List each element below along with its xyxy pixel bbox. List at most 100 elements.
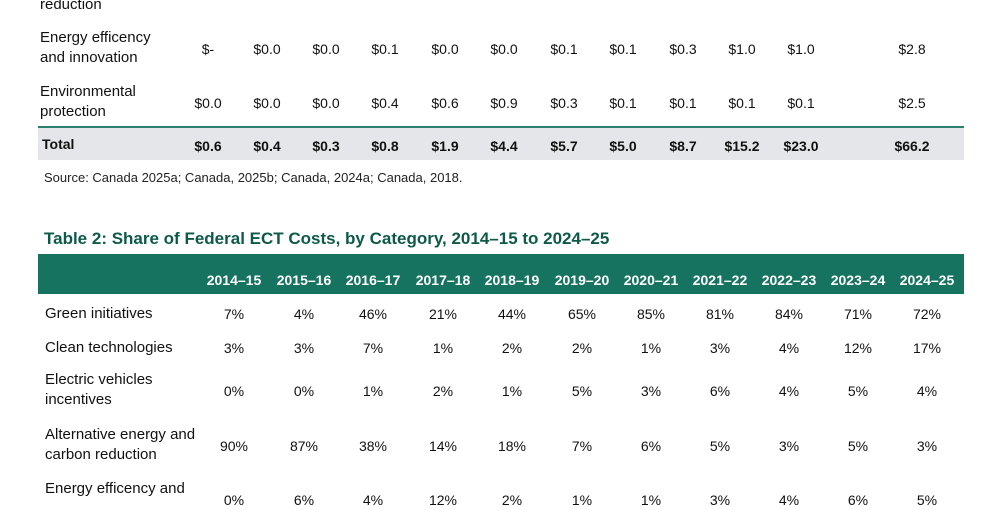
cell-value: 3%	[293, 340, 315, 356]
row-label: Energy efficency and innovation	[40, 29, 151, 66]
table2-title: Table 2: Share of Federal ECT Costs, by …	[44, 229, 610, 248]
cell-value: 1%	[432, 340, 454, 356]
cell-value: 6%	[293, 492, 315, 508]
total-cell-value: $5.7	[550, 138, 578, 154]
cell-value: 0%	[293, 383, 315, 399]
cell-value: $0.3	[550, 95, 578, 111]
cell-value: 17%	[912, 340, 942, 356]
cell-value: $0.1	[609, 95, 637, 111]
cell-value: 90%	[219, 438, 249, 454]
cell-value: 85%	[636, 306, 666, 322]
cell-value: 87%	[289, 438, 319, 454]
cell-value: 5%	[709, 438, 731, 454]
column-header: 2017–18	[415, 272, 471, 288]
cell-value: 3%	[640, 383, 662, 399]
cell-value: $0.0	[490, 41, 518, 57]
total-label: Total	[42, 136, 75, 152]
cell-value: 4%	[778, 492, 800, 508]
column-header: 2015–16	[276, 272, 332, 288]
source-note: Source: Canada 2025a; Canada, 2025b; Can…	[44, 170, 463, 185]
cell-value: 65%	[567, 306, 597, 322]
cell-value: 4%	[293, 306, 315, 322]
cell-value: 3%	[709, 340, 731, 356]
grand-total: $66.2	[894, 138, 930, 154]
total-cell-value: $15.2	[724, 138, 760, 154]
cell-value: 72%	[912, 306, 942, 322]
cell-value: $0.4	[371, 95, 399, 111]
total-cell-value: $0.3	[312, 138, 340, 154]
cell-value: 44%	[497, 306, 527, 322]
column-header: 2022–23	[761, 272, 817, 288]
cell-value: 12%	[843, 340, 873, 356]
total-cell-value: $5.0	[609, 138, 637, 154]
cell-value: 1%	[571, 492, 593, 508]
cell-value: 3%	[709, 492, 731, 508]
cell-value: $0.0	[253, 95, 281, 111]
cell-value: 0%	[223, 383, 245, 399]
cell-value: 81%	[705, 306, 735, 322]
cell-value: $0.0	[312, 95, 340, 111]
row-label: Energy efficency and	[45, 480, 185, 497]
cell-value: 4%	[778, 340, 800, 356]
total-cell-value: $0.4	[253, 138, 281, 154]
cell-value: $0.1	[787, 95, 815, 111]
column-header: 2021–22	[692, 272, 748, 288]
table1-total-row: Total $0.6 $0.4 $0.3 $0.8 $1.9 $4.4 $5.7 $5.0 $8…	[38, 126, 964, 160]
cell-value: 5%	[847, 438, 869, 454]
cell-value: 14%	[428, 438, 458, 454]
cell-value: 4%	[916, 383, 938, 399]
row-label: Alternative energy and carbon reduction	[45, 426, 196, 463]
cell-value: $0.1	[728, 95, 756, 111]
column-header: 2024–25	[899, 272, 955, 288]
cell-value: 6%	[709, 383, 731, 399]
cell-value: 3%	[916, 438, 938, 454]
column-header: 2014–15	[206, 272, 262, 288]
cell-value: 3%	[223, 340, 245, 356]
cell-value: $0.0	[253, 41, 281, 57]
cell-value: 12%	[428, 492, 458, 508]
cell-value: 5%	[847, 383, 869, 399]
column-header: 2016–17	[345, 272, 401, 288]
row-label: Environmental protection	[40, 83, 136, 120]
table2-header: 2014–15 2015–16 2016–17 2017–18 2018–19 2019–…	[38, 254, 964, 294]
cell-value: 71%	[843, 306, 873, 322]
column-header: 2018–19	[484, 272, 540, 288]
cell-value: 1%	[362, 383, 384, 399]
row-label: Clean technologies	[45, 339, 173, 356]
cell-value: 1%	[640, 340, 662, 356]
cell-value: 84%	[774, 306, 804, 322]
cell-value: $0.0	[194, 95, 222, 111]
cell-value: 38%	[358, 438, 388, 454]
cell-value: 6%	[847, 492, 869, 508]
cell-value: 6%	[640, 438, 662, 454]
cell-value: $0.1	[609, 41, 637, 57]
table1-partial-label: reduction	[40, 0, 102, 13]
cell-value: 21%	[428, 306, 458, 322]
row-label: Electric vehicles incentives	[45, 371, 153, 408]
cell-value: $0.3	[669, 41, 697, 57]
cell-value: $0.0	[312, 41, 340, 57]
total-cell-value: $8.7	[669, 138, 697, 154]
cell-value: 7%	[362, 340, 384, 356]
cell-value: 3%	[778, 438, 800, 454]
cell-value: 5%	[571, 383, 593, 399]
cell-value: 46%	[358, 306, 388, 322]
cell-value: 2%	[501, 340, 523, 356]
total-cell-value: $1.9	[431, 138, 459, 154]
cell-value: $-	[201, 41, 215, 57]
cell-value: 5%	[916, 492, 938, 508]
cell-value: $0.0	[431, 41, 459, 57]
total-cell-value: $0.8	[371, 138, 399, 154]
cell-value: 4%	[362, 492, 384, 508]
cell-value: 4%	[778, 383, 800, 399]
cell-value: 2%	[571, 340, 593, 356]
column-header: 2020–21	[623, 272, 679, 288]
cell-value: $0.1	[550, 41, 578, 57]
total-cell-value: $0.6	[194, 138, 222, 154]
cell-value: 1%	[501, 383, 523, 399]
total-cell-value: $4.4	[490, 138, 518, 154]
cell-value: $0.9	[490, 95, 518, 111]
cell-value: $0.1	[669, 95, 697, 111]
cell-value: $1.0	[787, 41, 815, 57]
cell-value: 7%	[223, 306, 245, 322]
